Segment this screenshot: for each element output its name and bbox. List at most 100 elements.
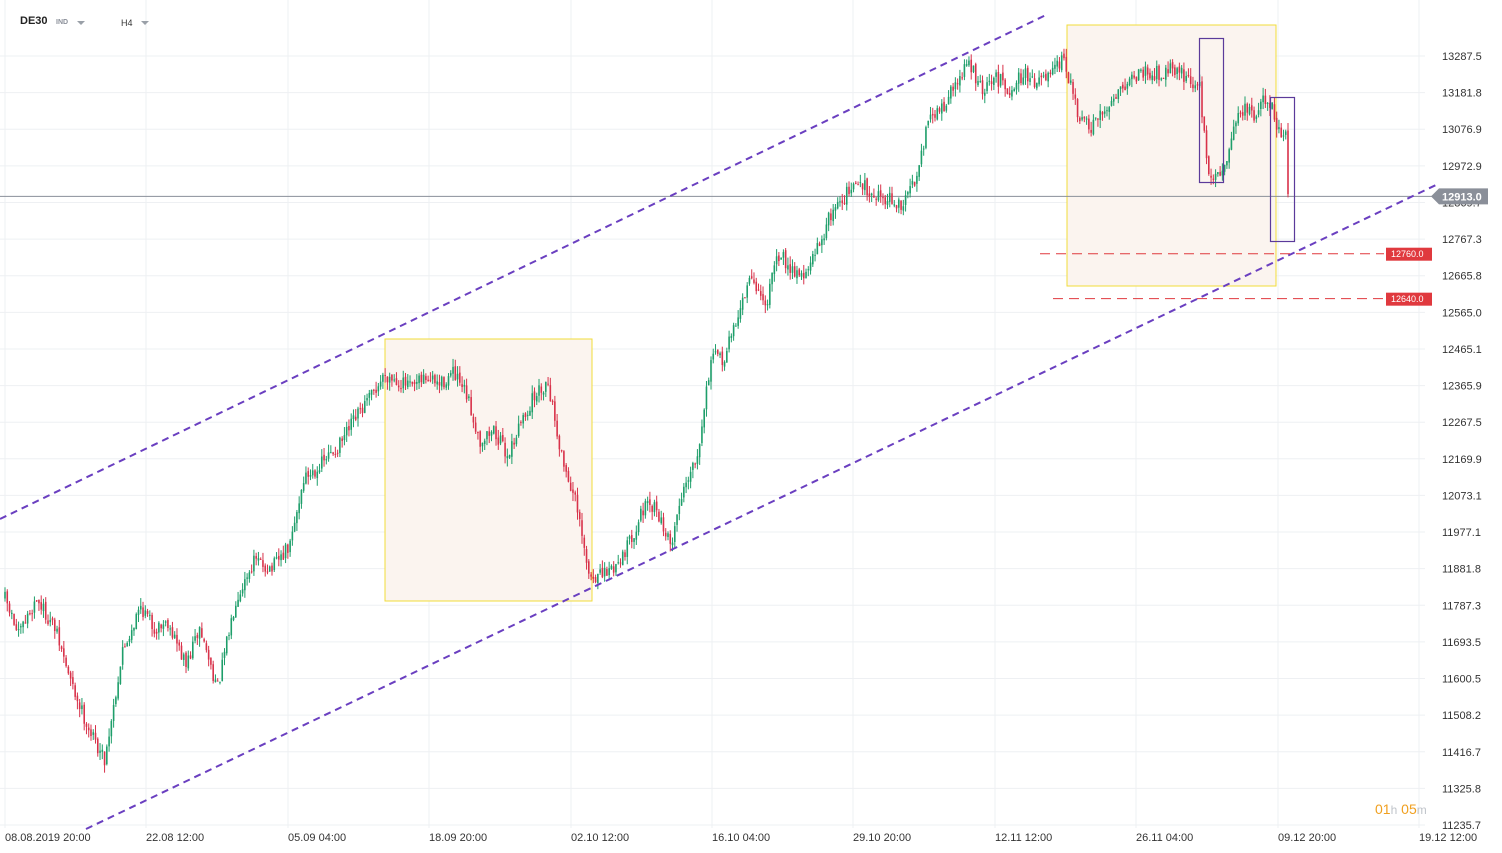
candle-body xyxy=(139,605,142,610)
candle-body xyxy=(633,538,635,542)
candle-body xyxy=(965,64,968,66)
candle-body xyxy=(282,552,285,560)
level-badge-label: 12760.0 xyxy=(1391,249,1424,259)
candle-body xyxy=(934,114,936,118)
candle-body xyxy=(58,627,61,646)
candle-body xyxy=(357,408,359,419)
candle-body xyxy=(918,165,920,177)
candle-body xyxy=(778,255,780,262)
candle-body xyxy=(124,646,126,648)
y-axis[interactable]: 13287.513181.813076.912972.912869.712767… xyxy=(1386,51,1488,832)
x-tick-label: 05.09 04:00 xyxy=(288,832,346,844)
candle-body xyxy=(316,471,319,479)
candle-body xyxy=(176,634,178,644)
candle-body xyxy=(1244,103,1246,116)
candle-body xyxy=(705,386,708,410)
candle-body xyxy=(658,511,660,522)
candle-body xyxy=(938,108,941,112)
candle-body xyxy=(807,269,810,271)
candle-body xyxy=(1264,95,1267,105)
candle-body xyxy=(192,641,194,659)
candle-body xyxy=(207,649,210,660)
candle-body xyxy=(692,462,694,470)
timeframe-dropdown-icon[interactable] xyxy=(141,21,149,25)
candle-body xyxy=(719,353,721,356)
candle-body xyxy=(642,510,644,516)
candle-body xyxy=(857,184,859,186)
candle-body xyxy=(368,392,371,398)
candle-body xyxy=(259,558,262,560)
timeframe-label[interactable]: H4 xyxy=(121,18,133,28)
candle-body xyxy=(210,657,212,665)
candle-body xyxy=(1174,67,1176,75)
candle-body xyxy=(119,666,122,684)
candle-body xyxy=(352,415,355,420)
symbol-label[interactable]: DE30 xyxy=(20,15,48,27)
candle-body xyxy=(945,105,948,111)
candle-body xyxy=(1040,75,1043,78)
candle-body xyxy=(311,470,314,476)
candle-body xyxy=(1266,102,1269,104)
candle-body xyxy=(737,317,739,326)
candle-body xyxy=(413,381,416,384)
candle-body xyxy=(644,501,647,516)
candle-body xyxy=(110,721,113,737)
candle-body xyxy=(137,609,140,615)
candle-body xyxy=(902,206,905,211)
candle-body xyxy=(689,471,692,482)
symbol-dropdown-icon[interactable] xyxy=(77,21,85,25)
candle-body xyxy=(716,349,719,354)
candle-body xyxy=(766,304,769,306)
candle-body xyxy=(798,269,801,276)
candle-body xyxy=(90,729,92,737)
y-tick-label: 11881.8 xyxy=(1442,564,1481,576)
candle-body xyxy=(974,64,977,84)
candle-body xyxy=(821,239,823,246)
candle-body xyxy=(796,270,798,279)
candle-body xyxy=(653,502,656,513)
candle-body xyxy=(929,114,932,120)
candle-body xyxy=(911,181,914,185)
candle-body xyxy=(434,375,436,384)
candle-body xyxy=(395,378,398,386)
x-tick-label: 18.09 20:00 xyxy=(429,832,487,844)
candle-body xyxy=(839,201,841,203)
candle-body xyxy=(710,360,712,382)
candle-body xyxy=(907,192,909,195)
x-tick-label: 09.12 20:00 xyxy=(1278,832,1336,844)
candle-body xyxy=(791,266,794,273)
candle-body xyxy=(1065,56,1068,72)
candle-body xyxy=(216,680,219,682)
candle-body xyxy=(361,407,364,413)
candle-body xyxy=(76,695,79,702)
candle-body xyxy=(1115,97,1117,99)
candle-body xyxy=(664,532,667,537)
candle-body xyxy=(730,335,733,338)
candle-body xyxy=(640,508,642,521)
candle-body xyxy=(173,634,176,639)
candle-body xyxy=(490,431,493,436)
candle-body xyxy=(1169,63,1172,74)
candle-body xyxy=(1063,53,1065,59)
candle-body xyxy=(728,336,730,350)
candle-body xyxy=(1196,84,1199,86)
candle-body xyxy=(608,568,610,576)
candle-body xyxy=(300,489,303,504)
candle-body xyxy=(115,697,117,705)
candle-body xyxy=(673,526,676,542)
candle-body xyxy=(759,291,762,296)
candle-body xyxy=(325,459,328,461)
candle-body xyxy=(581,520,583,536)
candle-body xyxy=(393,379,395,381)
candle-body xyxy=(248,572,251,579)
candle-body xyxy=(171,627,174,638)
candle-body xyxy=(416,381,418,384)
x-axis[interactable]: 08.08.2019 20:00 22.08 12:00 05.09 04:00 18… xyxy=(5,832,1477,844)
candle-body xyxy=(1217,172,1219,175)
candle-body xyxy=(671,542,674,546)
candle-body xyxy=(545,381,547,392)
candle-body xyxy=(841,200,844,204)
candle-body xyxy=(940,103,943,114)
candle-body xyxy=(852,183,855,190)
